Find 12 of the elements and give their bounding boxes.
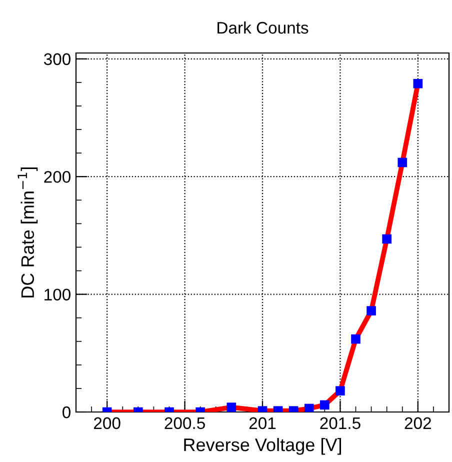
y-tick-label: 200 [44,170,70,183]
x-tick-label: 200.5 [164,417,205,430]
chart-title: Dark Counts [218,21,308,34]
y-tick-label: 0 [62,406,70,418]
y-axis-title: DC Rate [min$^{−1}$] [18,167,38,298]
x-tick-label: 202 [404,417,431,430]
y-tick-label: 300 [44,53,70,66]
x-tick-label: 201.5 [320,417,360,430]
x-tick-label: 200 [94,417,120,430]
x-tick-label: 201 [249,417,276,430]
y-tick-label: 100 [44,288,70,300]
x-axis-title: Reverse Voltage [V] [184,438,342,455]
